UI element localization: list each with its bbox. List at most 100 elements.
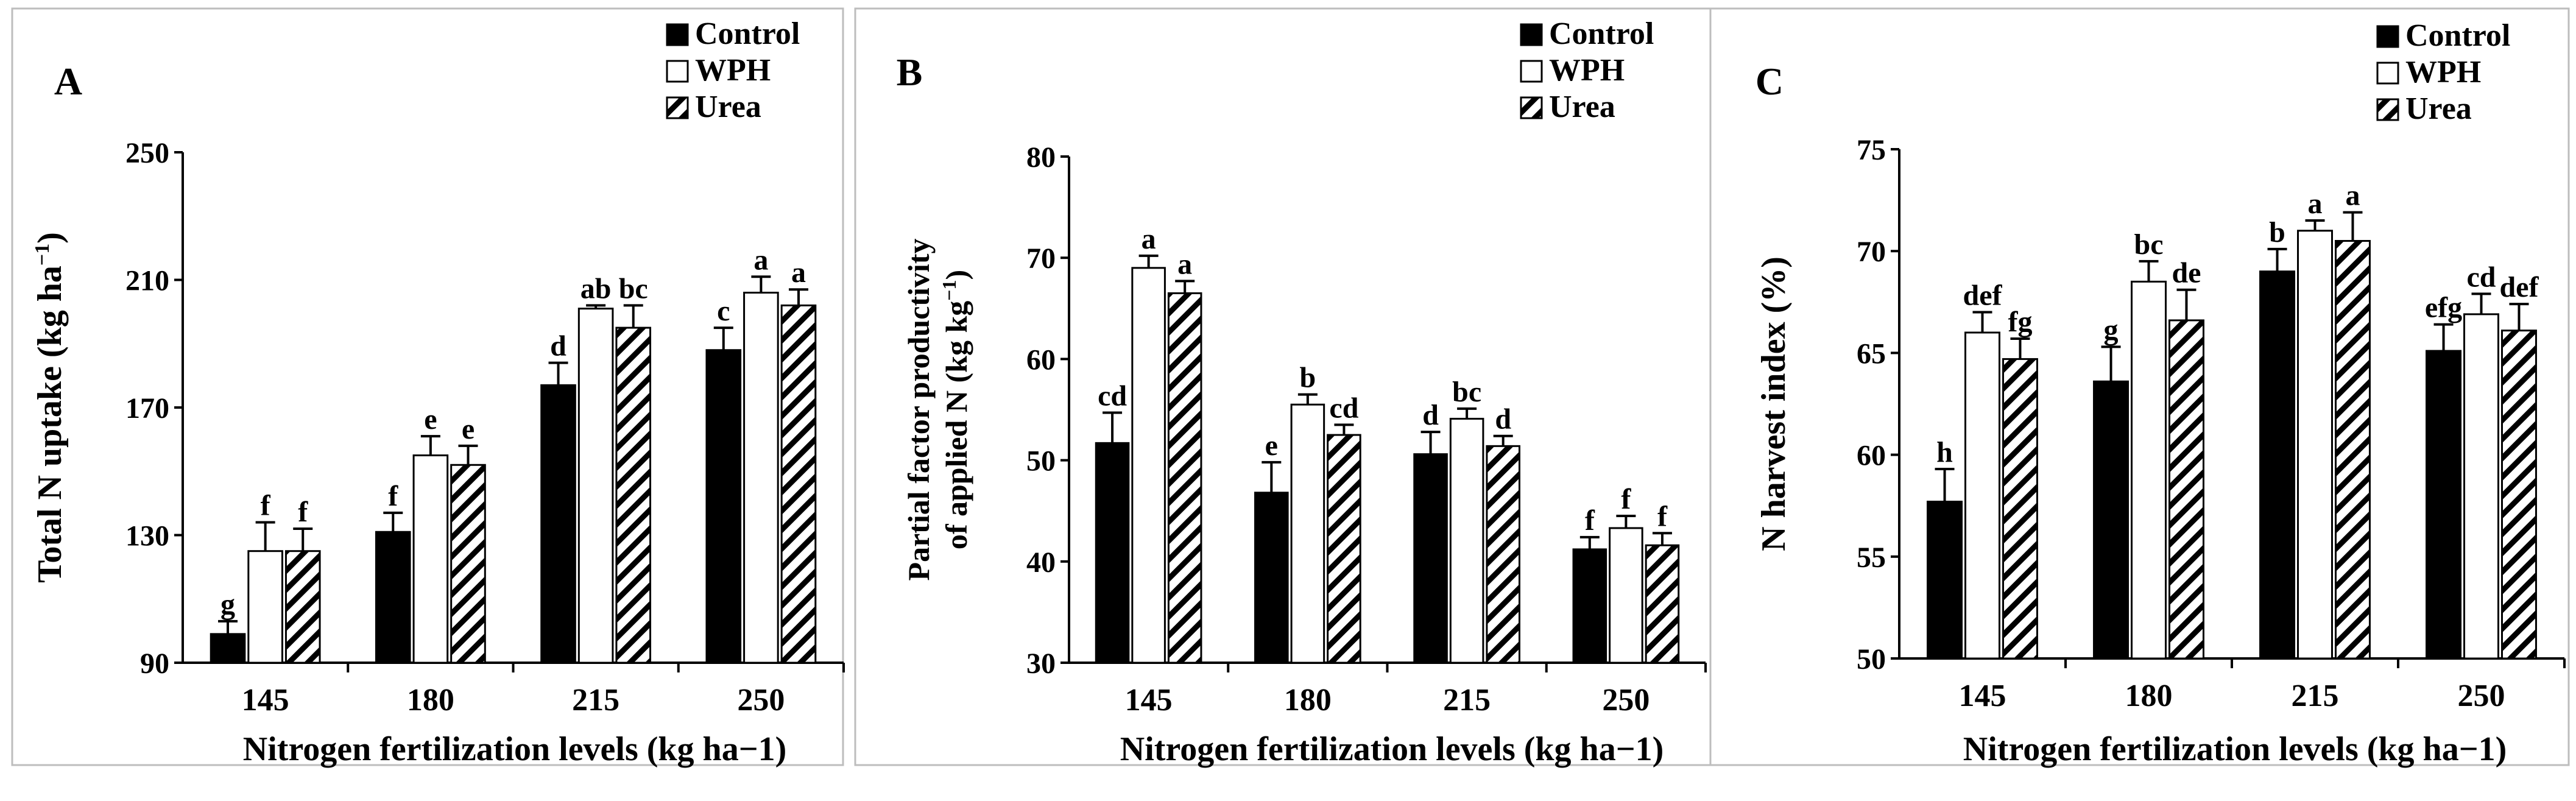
y-tick-label: 170 [125,392,169,425]
bar-urea-215 [2334,239,2371,660]
significance-letter: f [1657,500,1668,532]
bar-control-215 [2259,270,2296,660]
significance-letter: cd [1329,392,1358,424]
x-tick-label: 250 [1602,683,1650,718]
legend-swatch-urea [1520,96,1543,119]
significance-letter: cd [2467,261,2496,293]
panel-frame [11,7,844,766]
x-tick-label: 180 [2125,679,2173,713]
bar-control-180 [1254,492,1289,664]
legend-label-urea: Urea [1549,90,1615,124]
significance-letter: f [261,490,271,522]
significance-letter: g [2104,314,2119,346]
significance-letter: f [388,480,398,512]
significance-letter: d [1495,403,1511,436]
bar-urea-250 [2500,330,2537,660]
significance-letter: g [221,588,235,621]
legend-swatch-urea [2376,98,2399,121]
bar-wph-180 [1290,403,1325,664]
legend-label-urea: Urea [695,90,761,124]
significance-letter: a [791,256,806,289]
bar-control-250 [2426,350,2462,660]
y-tick-label: 80 [1026,141,1056,174]
significance-letter: f [1621,483,1631,515]
y-axis-label-main: N harvest index (%) [1755,256,1793,551]
significance-letter: a [1142,223,1156,255]
bar-control-145 [210,633,246,664]
bar-control-250 [1572,548,1607,664]
bar-wph-215 [1449,417,1484,664]
bar-urea-215 [615,326,652,664]
x-tick-label: 215 [2292,679,2339,713]
y-axis-label-close: ) [31,232,69,244]
bar-wph-215 [577,308,614,664]
y-tick-label: 70 [1857,236,1886,268]
y-axis-label-line2: of applied N (kg kg−1) [938,270,973,549]
bar-control-180 [2093,380,2130,660]
panel-letter: A [54,60,82,103]
bar-urea-215 [1486,445,1520,664]
bar-urea-145 [1167,292,1202,664]
bar-wph-145 [1964,331,2000,660]
significance-letter: b [1300,362,1316,394]
significance-letter: a [1177,248,1192,280]
significance-letter: h [1936,436,1953,468]
y-axis-label-sup: −1 [31,244,54,266]
x-axis-label-text: Nitrogen fertilization levels (kg ha−1) [243,730,787,768]
bar-wph-215 [2297,230,2333,660]
significance-letter: a [2345,180,2360,212]
legend-swatch-urea [666,96,689,119]
x-tick-label: 145 [1959,679,2006,713]
y-axis-label-main: of applied N (kg kg [939,301,973,549]
y-tick-label: 60 [1857,440,1886,472]
bar-urea-180 [2168,319,2204,660]
legend-label-control: Control [695,16,800,51]
y-axis-label: N harvest index (%) [1755,256,1793,551]
bar-urea-180 [1327,434,1361,664]
bar-urea-250 [1645,544,1680,664]
legend-label-wph: WPH [2405,55,2481,90]
bar-wph-145 [1131,267,1166,664]
legend-label-urea: Urea [2405,91,2472,126]
significance-letter: e [1265,429,1278,462]
panel-letter: C [1756,60,1784,103]
significance-letter: f [1585,504,1595,537]
y-axis-label: Total N uptake (kg ha−1) [31,232,69,583]
y-axis-label-close: ) [939,270,973,280]
significance-letter: e [424,403,437,436]
y-tick-label: 50 [1026,445,1056,478]
bar-control-145 [1927,501,1963,660]
y-tick-label: 65 [1857,337,1886,370]
y-axis-label-sup: −1 [938,280,960,300]
panel-frame [1709,7,2570,766]
y-tick-label: 30 [1026,648,1056,680]
significance-letter: bc [2134,228,2164,261]
significance-letter: c [717,295,730,327]
x-tick-label: 145 [242,683,289,718]
y-tick-label: 75 [1857,134,1886,166]
y-tick-label: 90 [140,648,169,680]
x-tick-label: 250 [2458,679,2505,713]
significance-letter: de [2172,257,2201,289]
legend-swatch-wph [666,60,689,83]
bar-control-215 [1413,453,1448,664]
bar-urea-180 [450,464,486,664]
legend-label-control: Control [2405,18,2510,53]
bar-wph-250 [743,291,779,664]
significance-letter: f [298,496,308,528]
bar-control-145 [1095,442,1130,664]
bar-control-215 [540,384,576,664]
y-tick-label: 60 [1026,344,1056,376]
x-axis-label: Nitrogen fertilization levels (kg ha−1) [243,730,787,768]
bar-urea-250 [780,304,817,664]
y-tick-label: 40 [1026,546,1056,579]
significance-letter: bc [1452,376,1481,408]
significance-letter: cd [1098,379,1127,412]
x-tick-label: 215 [1443,683,1491,718]
significance-letter: d [1422,399,1439,431]
significance-letter: bc [619,272,648,305]
x-tick-label: 180 [1284,683,1332,718]
